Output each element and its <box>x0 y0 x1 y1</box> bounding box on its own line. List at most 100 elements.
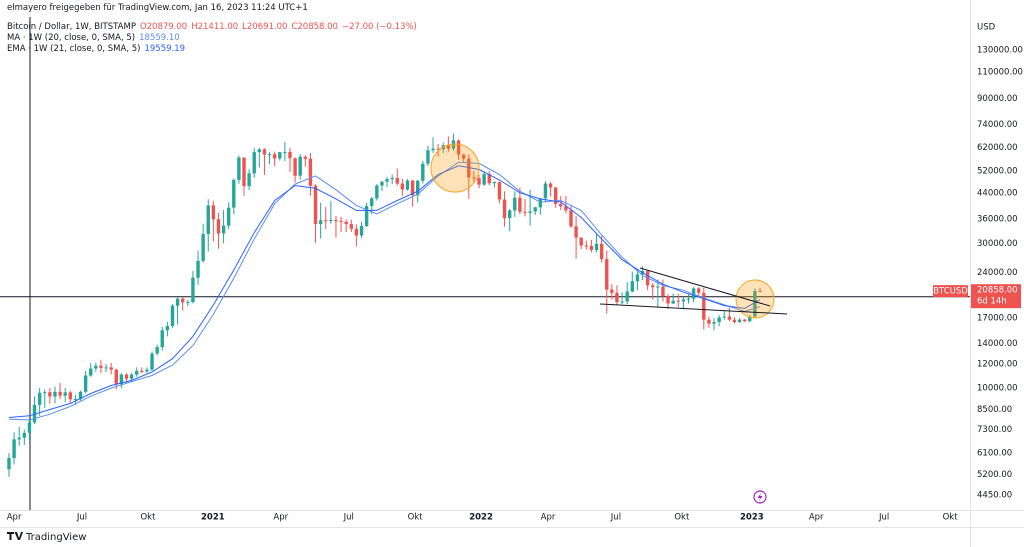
candle-body <box>513 197 517 211</box>
candle-body <box>497 182 502 200</box>
candle-body <box>492 182 497 184</box>
y-tick-label: 24000.00 <box>977 268 1018 278</box>
candle-body <box>257 149 262 153</box>
candle-body <box>748 316 752 322</box>
candle-body <box>267 154 272 156</box>
x-tick-label: Jul <box>610 513 621 523</box>
candle-body <box>48 392 52 397</box>
candle-body <box>436 148 440 150</box>
candle-body <box>211 205 216 220</box>
y-tick-label: 36000.00 <box>977 215 1018 225</box>
countdown-tag: 6d 14h <box>977 297 1007 307</box>
y-tick-label: 8500.00 <box>977 405 1012 415</box>
candle-body <box>283 151 287 153</box>
candle-body <box>160 330 164 348</box>
candle-body <box>196 260 200 278</box>
candle-body <box>17 437 21 440</box>
candle-body <box>89 368 93 376</box>
x-tick-label: Okt <box>408 513 424 523</box>
x-tick-label: 2023 <box>740 513 764 523</box>
x-tick-label: Apr <box>7 513 22 523</box>
candle-body <box>78 391 83 400</box>
candle-body <box>416 180 420 196</box>
y-tick-label: 7300.00 <box>977 425 1012 435</box>
price-tag: 20858.00 <box>977 286 1018 296</box>
candle-body <box>104 367 108 369</box>
event-icon[interactable] <box>753 490 767 504</box>
ma-name: MA · 1W (20, close, 0, SMA, 5) <box>7 33 136 43</box>
candle-body <box>446 145 451 149</box>
x-tick-label: Apr <box>809 513 824 523</box>
y-tick-label: 17000.00 <box>977 314 1018 324</box>
logo <box>7 532 23 540</box>
x-tick-label: Okt <box>943 513 959 523</box>
candle-body <box>247 173 251 187</box>
candle-body <box>421 163 425 181</box>
ohlc-low: L20691.00 <box>242 22 288 32</box>
trend-line <box>639 267 771 307</box>
ma-legend: MA · 1W (20, close, 0, SMA, 5) 18559.10 <box>7 33 180 43</box>
highlight-circle <box>735 279 775 319</box>
candle-body <box>252 152 256 174</box>
candle-body <box>523 211 527 213</box>
trend-line <box>599 303 788 315</box>
candle-body <box>625 291 629 302</box>
event-icon-bolt <box>757 493 763 501</box>
candle-body <box>533 207 537 212</box>
x-tick-label: Jul <box>343 513 354 523</box>
ohlc-open: O20879.00 <box>139 22 188 32</box>
candle-body <box>119 374 124 385</box>
y-tick-label: 90000.00 <box>977 94 1018 104</box>
candle-body <box>569 210 573 227</box>
candle-body <box>186 302 190 304</box>
candle-body <box>385 179 389 182</box>
candle-body <box>717 317 721 323</box>
candle-body <box>375 185 379 199</box>
plot-area <box>0 133 970 477</box>
candle-body <box>191 277 195 303</box>
candle-body <box>370 198 374 207</box>
candle-body <box>22 432 27 438</box>
candle-body <box>237 157 241 180</box>
ma-value: 18559.10 <box>139 33 180 43</box>
candle-body <box>732 319 737 323</box>
candle-body <box>584 245 589 247</box>
candle-body <box>349 224 353 229</box>
candle-body <box>461 154 466 159</box>
x-tick-label: 2021 <box>201 513 225 523</box>
candle-body <box>324 220 328 222</box>
candle-body <box>124 374 129 379</box>
candle-body <box>339 221 343 223</box>
candle-body <box>7 458 11 470</box>
candle-body <box>94 365 98 369</box>
candle-body <box>303 156 308 159</box>
y-tick-label: 62000.00 <box>977 143 1018 153</box>
ema-legend: EMA · 1W (21, close, 0, SMA, 5) 19559.19 <box>7 44 185 54</box>
candle-body <box>170 305 175 327</box>
candle-body <box>543 183 548 199</box>
y-tick-label: 110000.00 <box>977 68 1023 78</box>
candle-body <box>206 205 210 234</box>
candle-body <box>477 178 481 185</box>
candle-body <box>390 178 394 180</box>
price-tag-bg <box>971 284 1021 309</box>
candle-body <box>528 211 532 213</box>
candle-body <box>610 289 614 293</box>
candle-body <box>272 154 277 159</box>
candle-body <box>737 319 742 323</box>
candle-body <box>27 422 32 433</box>
candle-body <box>313 185 318 225</box>
candle-body <box>507 210 512 219</box>
candle-body <box>344 221 348 225</box>
candle-body <box>405 180 410 190</box>
candle-body <box>605 259 609 290</box>
candle-body <box>456 140 461 155</box>
x-tick-label: Apr <box>541 513 556 523</box>
candle-body <box>707 319 711 324</box>
candle-body <box>12 439 16 459</box>
x-tick-label: Okt <box>674 513 690 523</box>
candle-body <box>298 156 302 176</box>
share-text: elmayero freigegeben für TradingView.com… <box>7 3 308 13</box>
